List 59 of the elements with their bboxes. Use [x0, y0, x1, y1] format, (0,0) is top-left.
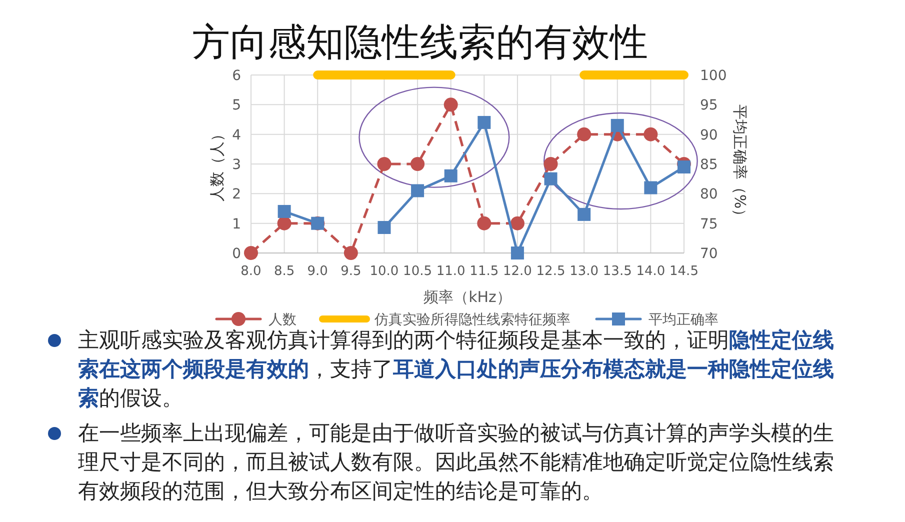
- x-tick-label: 8.0: [240, 264, 262, 279]
- y-tick-label: 0: [232, 246, 241, 262]
- point: [411, 184, 424, 198]
- point: [644, 181, 658, 194]
- y2-tick-label: 100: [700, 68, 727, 84]
- point: [644, 127, 658, 142]
- point: [544, 172, 558, 186]
- point: [510, 246, 524, 260]
- x-tick-label: 8.5: [274, 264, 295, 279]
- x-tick-label: 10.0: [370, 264, 399, 279]
- point: [244, 246, 258, 260]
- y2-axis-title: 平均正确率（%）: [731, 104, 749, 224]
- y-tick-label: 3: [232, 157, 241, 173]
- point: [444, 98, 458, 112]
- x-tick-label: 13.5: [602, 264, 632, 279]
- x-tick-label: 14.0: [636, 264, 666, 279]
- y2-tick-label: 90: [700, 127, 718, 144]
- point: [477, 216, 492, 230]
- y-axis-title: 人数（人）: [208, 126, 226, 202]
- legend-label: 人数: [268, 312, 296, 328]
- point: [277, 216, 292, 230]
- point: [610, 118, 624, 132]
- x-tick-label: 12.5: [536, 264, 566, 279]
- y-tick-label: 5: [232, 98, 241, 114]
- point: [444, 169, 458, 182]
- point: [378, 220, 391, 234]
- x-tick-label: 12.0: [502, 264, 532, 279]
- y-tick-label: 6: [232, 68, 242, 84]
- chart-title: 方向感知隐性线索的有效性: [192, 20, 648, 64]
- point: [678, 160, 690, 174]
- point: [377, 157, 392, 171]
- y-tick-label: 4: [232, 127, 242, 144]
- x-tick-label: 11.0: [436, 264, 466, 279]
- x-tick-label: 10.5: [403, 264, 432, 279]
- x-tick-label: 9.0: [307, 264, 328, 279]
- point: [577, 127, 592, 142]
- y-tick-label: 1: [232, 216, 241, 232]
- x-tick-label: 14.5: [670, 264, 698, 279]
- legend-label: 平均正确率: [648, 312, 718, 328]
- legend-label: 仿真实验所得隐性线索特征频率: [374, 312, 570, 328]
- y2-tick-label: 70: [700, 246, 718, 262]
- x-tick-label: 9.5: [340, 264, 362, 279]
- point: [478, 116, 491, 129]
- text: 主观听感实验及客观仿真计算得到的两个特征频段是基本一致的，证明隐性定位线索在这两个频段是有效的，支持了耳道入口处的声压分布模态就是一种隐性定位线索的假设。: [78, 328, 834, 410]
- point: [510, 216, 524, 230]
- point: [578, 208, 591, 221]
- x-tick-label: 13.0: [570, 264, 599, 279]
- x-tick-label: 11.5: [470, 264, 499, 279]
- y2-tick-label: 80: [700, 186, 718, 203]
- y2-tick-label: 75: [700, 216, 718, 232]
- point: [278, 204, 291, 218]
- text: 在一些频率上出现偏差，可能是由于做听音实验的被试与仿真计算的声学头模的生理尺寸是不同的，而且被试人数有限。因此虽然不能精准地确定听觉定位隐性线索有效频段的范围，但大致分布区间定性的结论是可靠的。: [77, 420, 835, 505]
- point: [410, 157, 425, 171]
- point: [544, 157, 558, 171]
- x-axis-title: 频率（kHz）: [424, 288, 512, 306]
- y2-tick-label: 85: [700, 157, 718, 173]
- y-tick-label: 2: [232, 186, 241, 203]
- point: [344, 246, 358, 260]
- y2-tick-label: 95: [700, 98, 718, 114]
